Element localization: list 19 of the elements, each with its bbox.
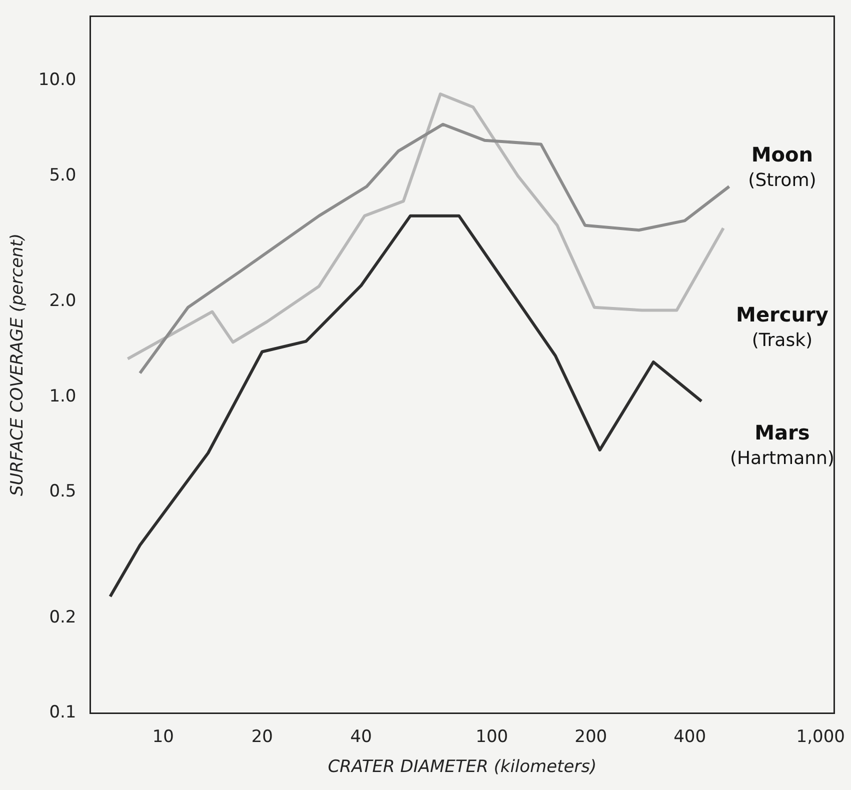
x-tick-label: 1,000 xyxy=(796,726,845,747)
y-tick-label: 0.2 xyxy=(49,607,76,628)
x-tick-label: 10 xyxy=(152,726,174,747)
y-tick-label: 10.0 xyxy=(38,70,76,90)
y-tick-label: 1.0 xyxy=(49,386,76,406)
text: Mercury (Trask) xyxy=(736,302,828,351)
y-tick-label: 2.0 xyxy=(49,291,76,312)
y-tick-label: 0.5 xyxy=(49,482,76,502)
x-tick-label: 100 xyxy=(476,726,508,747)
y-axis-title: SURFACE COVERAGE (percent) xyxy=(8,233,28,496)
y-tick-label: 0.1 xyxy=(49,702,76,723)
x-tick-label: 40 xyxy=(350,726,372,747)
x-tick-label: 400 xyxy=(674,726,706,747)
series-label: Moon (Strom) xyxy=(748,142,816,192)
x-tick-label: 200 xyxy=(574,726,608,747)
series-label: Mars (Hartmann) xyxy=(730,420,834,469)
x-tick-label: 20 xyxy=(251,726,273,747)
x-axis-title: CRATER DIAMETER (kilometers) xyxy=(328,757,597,778)
y-tick-label: 5.0 xyxy=(49,165,76,186)
